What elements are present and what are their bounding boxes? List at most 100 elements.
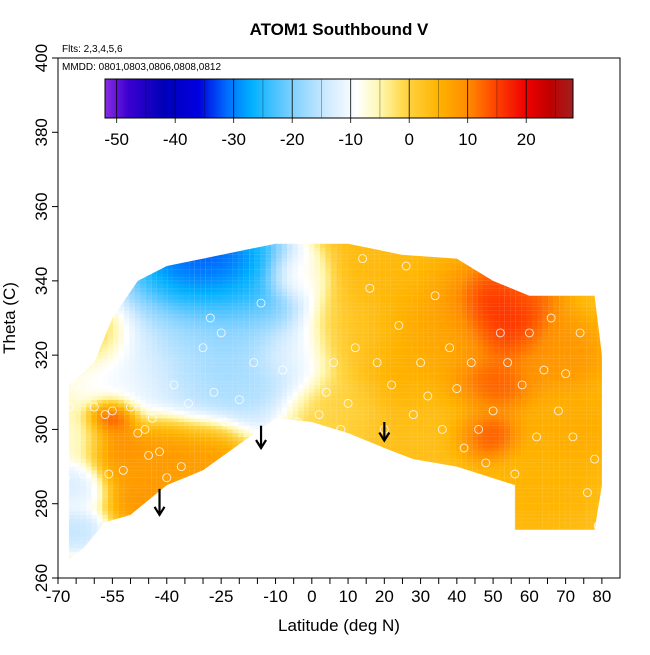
heatmap-cell: [265, 407, 271, 411]
heatmap-cell: [102, 518, 108, 523]
heatmap-cell: [135, 288, 141, 293]
heatmap-cell: [336, 381, 342, 385]
heatmap-cell: [135, 410, 141, 415]
heatmap-cell: [287, 377, 293, 382]
heatmap-cell: [68, 440, 70, 445]
heatmap-cell: [91, 526, 97, 530]
heatmap-cell: [145, 436, 152, 441]
heatmap-cell: [102, 503, 108, 508]
heatmap-cell: [145, 254, 152, 259]
heatmap-cell: [276, 318, 282, 322]
heatmap-cell: [341, 310, 348, 315]
heatmap-cell: [183, 477, 190, 482]
heatmap-cell: [352, 347, 358, 352]
heatmap-cell: [194, 418, 201, 423]
heatmap-cell: [270, 529, 277, 534]
heatmap-cell: [222, 518, 228, 523]
heatmap-cell: [96, 258, 103, 263]
heatmap-cell: [227, 384, 233, 389]
heatmap-cell: [276, 384, 282, 389]
heatmap-cell: [81, 563, 87, 567]
heatmap-cell: [68, 381, 70, 385]
heatmap-cell: [243, 462, 250, 467]
heatmap-cell: [200, 392, 206, 397]
heatmap-cell: [86, 433, 92, 437]
heatmap-cell: [357, 503, 364, 508]
heatmap-cell: [249, 236, 255, 240]
heatmap-cell: [352, 262, 358, 267]
heatmap-cell: [319, 247, 326, 252]
heatmap-cell: [107, 529, 114, 534]
heatmap-cell: [309, 332, 315, 337]
heatmap-cell: [330, 522, 337, 527]
heatmap-cell: [173, 466, 179, 471]
heatmap-cell: [69, 392, 76, 397]
heatmap-cell: [292, 299, 299, 304]
heatmap-cell: [156, 418, 163, 423]
heatmap-cell: [183, 418, 190, 423]
heatmap-cell: [162, 292, 168, 296]
heatmap-cell: [281, 254, 288, 259]
heatmap-cell: [270, 299, 277, 304]
heatmap-cell: [309, 284, 315, 289]
heatmap-cell: [68, 325, 70, 330]
heatmap-cell: [287, 552, 293, 556]
heatmap-cell: [189, 396, 195, 400]
heatmap-cell: [135, 436, 141, 441]
heatmap-cell: [319, 243, 326, 244]
heatmap-cell: [276, 243, 282, 244]
heatmap-cell: [336, 511, 342, 515]
heatmap-cell: [341, 280, 348, 285]
heatmap-cell: [80, 436, 87, 441]
heatmap-cell: [298, 540, 304, 545]
heatmap-cell: [232, 381, 239, 385]
heatmap-cell: [145, 243, 152, 248]
heatmap-cell: [232, 500, 239, 504]
heatmap-cell: [140, 362, 146, 367]
heatmap-cell: [319, 455, 326, 460]
heatmap-cell: [281, 396, 288, 400]
heatmap-cell: [249, 325, 255, 330]
heatmap-cell: [140, 410, 146, 415]
heatmap-cell: [319, 511, 326, 515]
heatmap-cell: [173, 373, 179, 378]
heatmap-cell: [276, 355, 282, 359]
heatmap-cell: [167, 444, 174, 449]
heatmap-cell: [194, 459, 201, 463]
heatmap-cell: [194, 314, 201, 319]
heatmap-cell: [69, 243, 76, 248]
heatmap-cell: [325, 407, 331, 411]
heatmap-cell: [276, 533, 282, 538]
heatmap-cell: [162, 273, 168, 278]
heatmap-cell: [238, 247, 244, 252]
heatmap-cell: [281, 392, 288, 397]
heatmap-cell: [189, 314, 195, 319]
heatmap-cell: [124, 455, 130, 460]
heatmap-cell: [194, 377, 201, 382]
heatmap-cell: [330, 247, 337, 252]
heatmap-cell: [336, 552, 342, 556]
heatmap-cell: [173, 540, 179, 545]
heatmap-cell: [303, 455, 310, 460]
heatmap-cell: [118, 436, 125, 441]
heatmap-cell: [205, 485, 212, 489]
heatmap-cell: [227, 429, 233, 434]
heatmap-cell: [200, 448, 206, 452]
heatmap-cell: [254, 544, 261, 549]
heatmap-cell: [325, 258, 331, 263]
heatmap-cell: [80, 277, 87, 281]
heatmap-cell: [325, 321, 331, 326]
heatmap-cell: [91, 251, 97, 255]
heatmap-cell: [363, 247, 369, 252]
heatmap-cell: [363, 436, 369, 441]
heatmap-cell: [298, 455, 304, 460]
heatmap-cell: [205, 522, 212, 527]
heatmap-cell: [265, 332, 271, 337]
heatmap-cell: [287, 258, 293, 263]
heatmap-cell: [227, 299, 233, 304]
heatmap-cell: [200, 507, 206, 512]
heatmap-cell: [325, 277, 331, 281]
heatmap-cell: [265, 425, 271, 430]
heatmap-cell: [292, 269, 299, 274]
heatmap-cell: [363, 414, 369, 419]
